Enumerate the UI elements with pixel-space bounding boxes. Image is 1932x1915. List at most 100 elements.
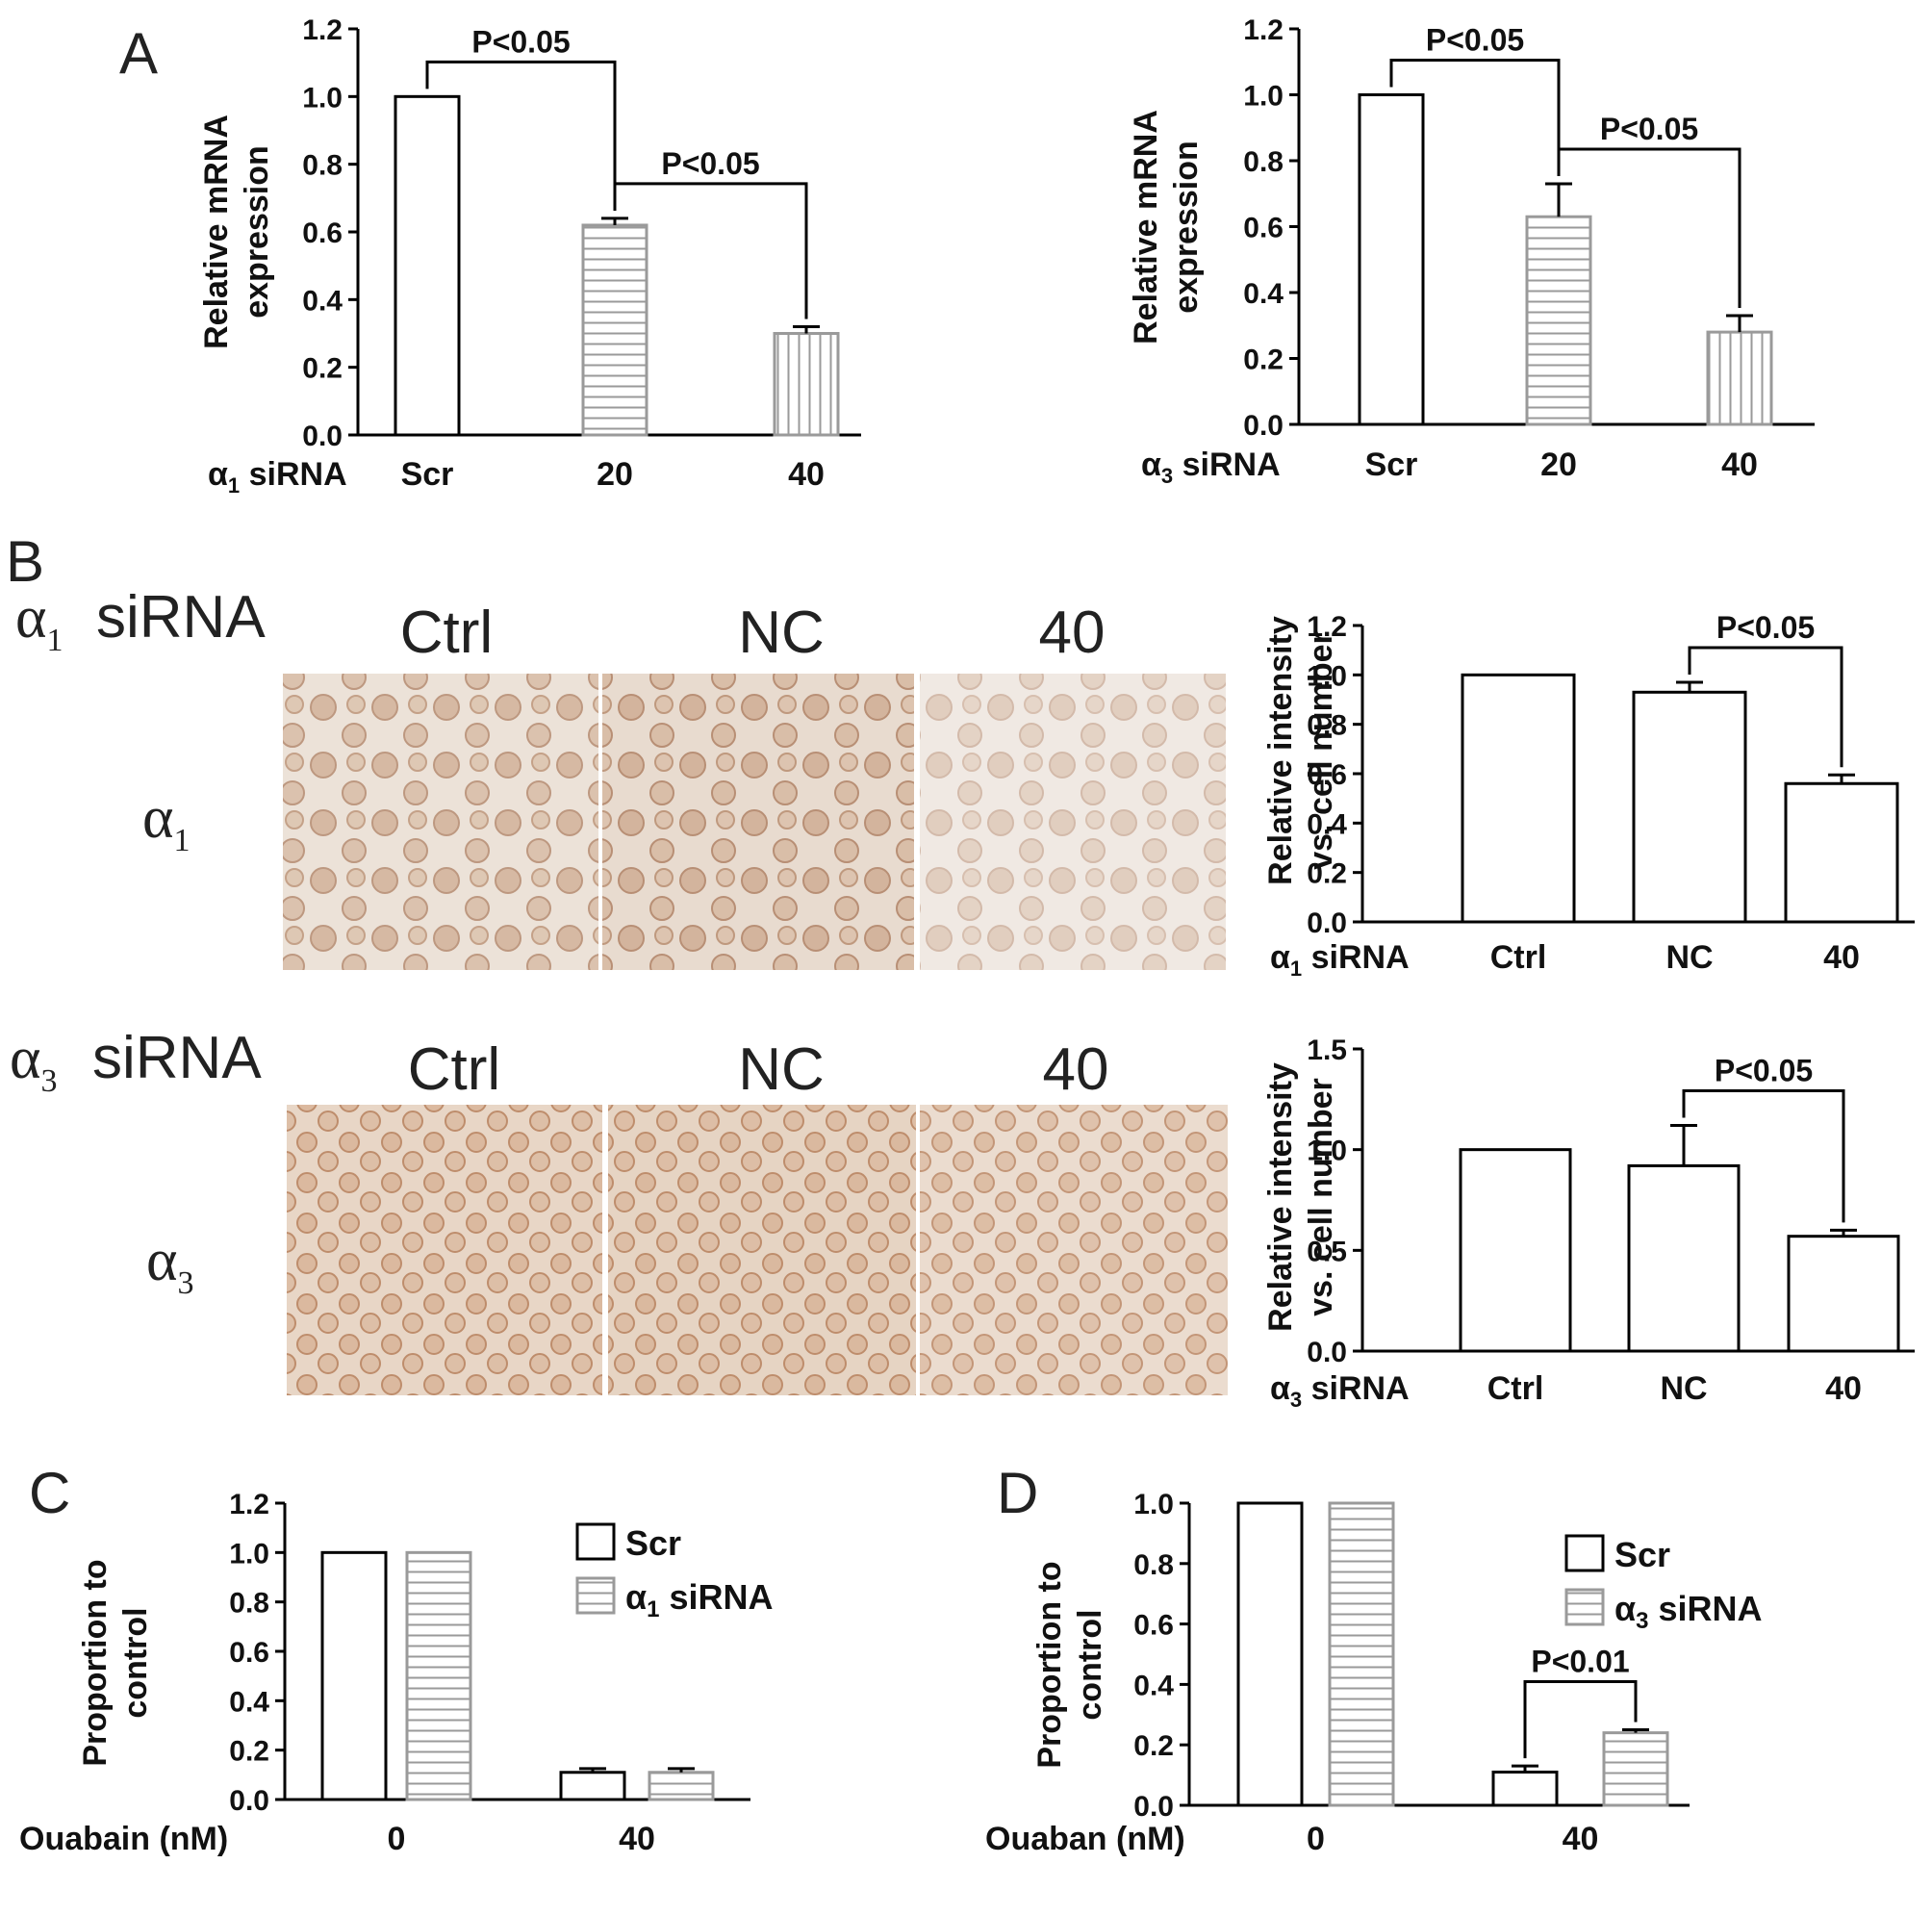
y-tick-label: 0.0 bbox=[302, 421, 343, 452]
y-tick-label: 1.2 bbox=[1307, 611, 1347, 643]
category-label: NC bbox=[1665, 939, 1713, 976]
row2-col-nc-label: NC bbox=[738, 1036, 825, 1103]
y-tick-label: 0.4 bbox=[302, 285, 343, 317]
x-axis-label: Ouabain (nM) bbox=[19, 1821, 228, 1857]
y-tick-label: 0.0 bbox=[229, 1785, 269, 1817]
bar-40 bbox=[1784, 781, 1899, 924]
significance-label-0: P<0.05 bbox=[471, 24, 570, 59]
y-axis-label: Proportion to control bbox=[1031, 1561, 1108, 1768]
bar-siRNA-40 bbox=[648, 1771, 715, 1801]
x-axis-label: α1 siRNA bbox=[208, 456, 347, 498]
y-tick-label: 0.4 bbox=[1307, 808, 1347, 840]
category-label: Scr bbox=[401, 456, 454, 493]
y-tick-label: 0.2 bbox=[1307, 858, 1347, 890]
y-tick-label: 0.6 bbox=[302, 217, 343, 249]
category-label: 40 bbox=[1823, 939, 1860, 976]
chart-d: 0.0 0.2 0.4 0.6 0.8 1.0 Proportion to control Ou… bbox=[985, 1489, 1763, 1857]
row2-alpha-marker: α3 bbox=[146, 1228, 193, 1301]
y-tick-label: 0.8 bbox=[1307, 710, 1347, 742]
chart-a3: 0.0 0.2 0.4 0.6 0.8 1.0 1.2 Relative mRNA expres… bbox=[1128, 14, 1815, 488]
y-tick-label: 1.0 bbox=[1307, 1136, 1347, 1167]
significance-bracket-0 bbox=[1688, 646, 1843, 768]
y-axis-label: Relative intensity vs. cell number bbox=[1262, 1062, 1339, 1332]
panel-label-c: C bbox=[29, 1461, 70, 1525]
legend-label: Scr bbox=[1614, 1535, 1670, 1574]
y-tick-label: 0.2 bbox=[302, 353, 343, 385]
significance-bracket-0 bbox=[425, 60, 617, 211]
bar-siRNA-0 bbox=[1328, 1501, 1395, 1807]
category-label: 40 bbox=[788, 456, 825, 493]
row2-col-ctrl-label: Ctrl bbox=[408, 1036, 500, 1103]
bar-Ctrl bbox=[1459, 1148, 1572, 1353]
y-tick-label: 0.0 bbox=[1243, 410, 1284, 442]
bar-NC bbox=[1627, 1163, 1741, 1353]
category-label: 20 bbox=[597, 456, 633, 493]
row1-col-40-label: 40 bbox=[1039, 600, 1106, 666]
significance-bracket-0 bbox=[1523, 1680, 1638, 1759]
y-tick-label: 1.5 bbox=[1307, 1034, 1347, 1066]
bar-20 bbox=[1525, 215, 1592, 426]
y-tick-label: 1.0 bbox=[1307, 660, 1347, 692]
x-axis-label: α3 siRNA bbox=[1270, 1370, 1410, 1412]
y-tick-label: 1.0 bbox=[1133, 1489, 1174, 1520]
category-label: 40 bbox=[619, 1821, 655, 1857]
legend-swatch bbox=[1564, 1534, 1605, 1572]
category-label: 0 bbox=[1307, 1821, 1325, 1857]
significance-label-0: P<0.05 bbox=[1715, 1054, 1813, 1088]
y-tick-label: 0.6 bbox=[229, 1637, 269, 1669]
y-tick-label: 0.5 bbox=[1307, 1236, 1347, 1267]
y-axis-label: Relative intensity vs. cell number bbox=[1262, 616, 1339, 885]
y-tick-label: 0.4 bbox=[1243, 278, 1284, 310]
chart-c: 0.0 0.2 0.4 0.6 0.8 1.0 1.2 Proportion to contro… bbox=[19, 1489, 774, 1857]
category-label: 40 bbox=[1563, 1821, 1599, 1857]
category-label: Ctrl bbox=[1487, 1370, 1544, 1407]
y-tick-label: 0.6 bbox=[1243, 213, 1284, 244]
significance-label-0: P<0.05 bbox=[1716, 610, 1815, 645]
y-tick-label: 0.6 bbox=[1133, 1610, 1174, 1642]
y-tick-label: 0.8 bbox=[302, 150, 343, 182]
y-tick-label: 1.0 bbox=[1243, 81, 1284, 113]
row1-col-nc-label: NC bbox=[738, 600, 825, 666]
significance-label-0: P<0.01 bbox=[1531, 1645, 1629, 1679]
significance-label-0: P<0.05 bbox=[1426, 23, 1524, 58]
y-axis-label: Relative mRNA expression bbox=[1128, 110, 1205, 345]
row1-alpha-marker: α1 bbox=[142, 785, 190, 858]
bar-Scr bbox=[394, 94, 461, 437]
bar-siRNA-0 bbox=[405, 1550, 472, 1801]
y-tick-label: 0.4 bbox=[1133, 1670, 1174, 1701]
micrograph-row1 bbox=[283, 674, 1226, 970]
panel-label-d: D bbox=[997, 1461, 1038, 1525]
x-axis-label: Ouaban (nM) bbox=[985, 1821, 1185, 1857]
significance-bracket-0 bbox=[1389, 59, 1561, 176]
bar-40 bbox=[1706, 330, 1773, 426]
category-label: 40 bbox=[1825, 1370, 1862, 1407]
bar-Scr bbox=[1358, 93, 1425, 426]
y-tick-label: 1.2 bbox=[302, 14, 343, 46]
y-tick-label: 0.4 bbox=[229, 1686, 269, 1718]
y-tick-label: 0.8 bbox=[1133, 1549, 1174, 1581]
micrograph-row2 bbox=[287, 1105, 1228, 1395]
significance-bracket-0 bbox=[1682, 1089, 1845, 1223]
y-tick-label: 0.8 bbox=[229, 1588, 269, 1620]
category-label: Ctrl bbox=[1490, 939, 1547, 976]
bar-40 bbox=[1787, 1235, 1900, 1353]
category-label: Scr bbox=[1365, 447, 1418, 483]
bar-Scr-40 bbox=[1491, 1770, 1559, 1807]
category-label: NC bbox=[1660, 1370, 1707, 1407]
category-label: 20 bbox=[1540, 447, 1577, 483]
significance-label-1: P<0.05 bbox=[1600, 112, 1698, 146]
significance-label-1: P<0.05 bbox=[661, 146, 759, 181]
legend-label: Scr bbox=[625, 1523, 681, 1563]
significance-bracket-1 bbox=[613, 182, 808, 319]
panel-label-b: B bbox=[6, 529, 44, 594]
row2-sirna-label: siRNA bbox=[92, 1025, 262, 1091]
row1-col-ctrl-label: Ctrl bbox=[400, 600, 493, 666]
x-axis-label: α1 siRNA bbox=[1270, 939, 1410, 981]
bar-Scr-0 bbox=[320, 1550, 388, 1801]
row2-alpha-symbol: α3 bbox=[10, 1026, 57, 1099]
panel-label-a: A bbox=[119, 21, 158, 86]
